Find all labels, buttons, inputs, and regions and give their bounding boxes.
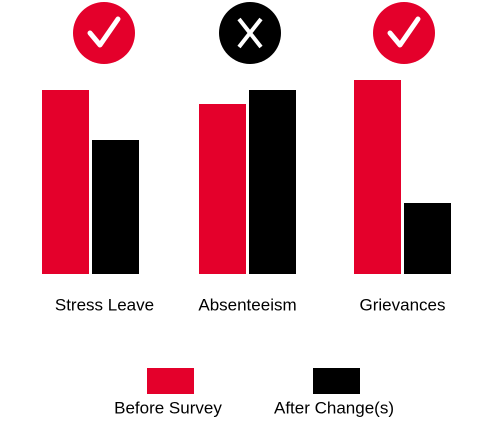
- legend-label: Before Survey: [114, 398, 222, 417]
- legend-label: After Change(s): [274, 398, 394, 417]
- bar: [249, 90, 296, 274]
- status-icon: [373, 2, 435, 64]
- x-tick-label: Grievances: [360, 295, 446, 314]
- x-mark: [237, 17, 263, 49]
- check-circle: [73, 2, 135, 64]
- bar: [199, 104, 246, 274]
- bar: [92, 140, 139, 274]
- bar: [42, 90, 89, 274]
- x-tick-label: Absenteeism: [198, 295, 296, 314]
- check-mark: [387, 16, 421, 48]
- bar: [354, 80, 401, 274]
- status-icon: [219, 2, 281, 64]
- legend-swatch: [147, 368, 194, 394]
- check-circle: [373, 2, 435, 64]
- x-tick-label: Stress Leave: [55, 295, 154, 314]
- check-mark: [87, 16, 121, 48]
- bar: [404, 203, 451, 274]
- status-icon: [73, 2, 135, 64]
- legend-swatch: [313, 368, 360, 394]
